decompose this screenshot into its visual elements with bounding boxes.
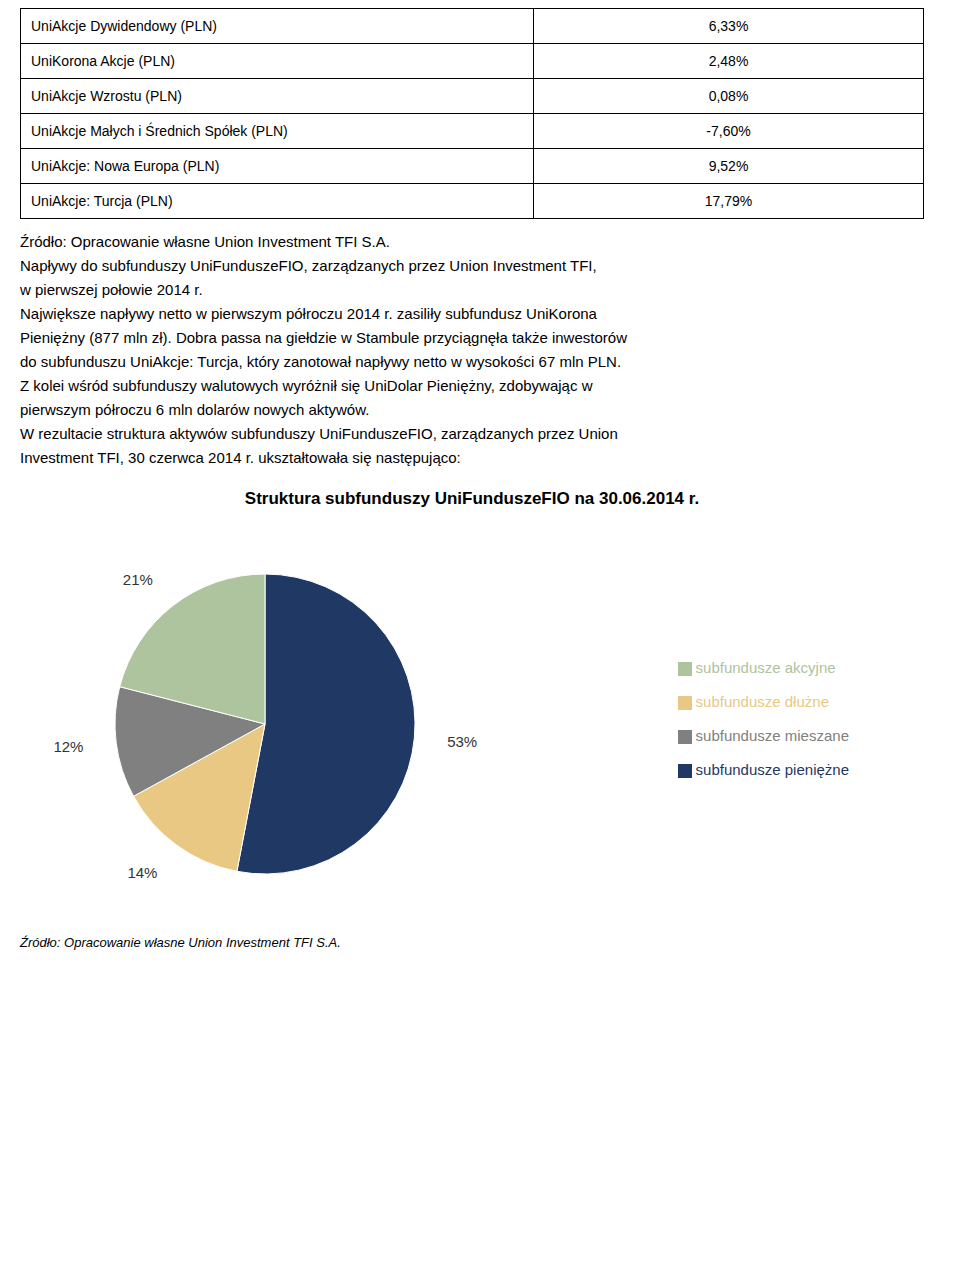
html-text:Z kolei wśród subfunduszy walu: Z kolei wśród subfunduszy walutowych wyr… (20, 377, 593, 394)
html-text:6,33%: 6,33% (708, 18, 749, 34)
svg-text:12%: 12% (53, 738, 83, 755)
html-text:UniAkcje Małych i Średnich Spó: UniAkcje Małych i Średnich Spółek (PLN) (31, 123, 288, 139)
html-text:W rezultacie struktura aktywów: W rezultacie struktura aktywów subfundus… (20, 425, 618, 442)
html-text:0,08%: 0,08% (708, 88, 749, 104)
html-text:UniKorona Akcje (PLN): UniKorona Akcje (PLN) (31, 53, 175, 69)
html-text:subfundusze akcyjne: subfundusze akcyjne (695, 659, 836, 676)
html-text:Źródło: Opracowanie własne Uni: Źródło: Opracowanie własne Union Investm… (20, 935, 341, 950)
html-text:UniAkcje: Nowa Europa (PLN): UniAkcje: Nowa Europa (PLN) (31, 158, 220, 174)
html-text:Pieniężny (877 mln zł). Dobra: Pieniężny (877 mln zł). Dobra passa na g… (20, 329, 627, 346)
html-text:UniAkcje: Turcja (PLN): UniAkcje: Turcja (PLN) (31, 193, 173, 209)
html-text:Największe napływy netto w pie: Największe napływy netto w pierwszym pół… (20, 305, 597, 322)
html-text:UniAkcje Wzrostu (PLN): UniAkcje Wzrostu (PLN) (31, 88, 182, 104)
html-text:9,52%: 9,52% (708, 158, 749, 174)
html-text:pierwszym półroczu 6 mln dolar: pierwszym półroczu 6 mln dolarów nowych … (20, 401, 370, 418)
svg-text:53%: 53% (447, 733, 477, 750)
html-text:subfundusze dłużne: subfundusze dłużne (695, 693, 829, 710)
html-text:w pierwszej połowie 2014 r.: w pierwszej połowie 2014 r. (20, 281, 203, 298)
svg-text:21%: 21% (123, 571, 153, 588)
html-text:17,79%: 17,79% (704, 193, 753, 209)
html-text:Investment TFI, 30 czerwca 201: Investment TFI, 30 czerwca 2014 r. ukszt… (20, 449, 461, 466)
html-text:Źródło: Opracowanie własne Uni: Źródło: Opracowanie własne Union Investm… (20, 233, 390, 250)
html-text:-7,60%: -7,60% (706, 123, 751, 139)
html-text:subfundusze mieszane: subfundusze mieszane (695, 727, 849, 744)
html-text:Napływy do subfunduszy UniFund: Napływy do subfunduszy UniFunduszeFIO, z… (20, 257, 597, 274)
svg-text:14%: 14% (127, 864, 157, 881)
html-text:UniAkcje Dywidendowy (PLN): UniAkcje Dywidendowy (PLN) (31, 18, 217, 34)
html-text:Struktura subfunduszy UniFundu: Struktura subfunduszy UniFunduszeFIO na … (244, 489, 700, 508)
html-text:subfundusze pieniężne: subfundusze pieniężne (695, 761, 849, 778)
html-text:2,48%: 2,48% (708, 53, 749, 69)
html-text:do subfunduszu UniAkcje: Turcj: do subfunduszu UniAkcje: Turcja, który z… (20, 353, 622, 370)
